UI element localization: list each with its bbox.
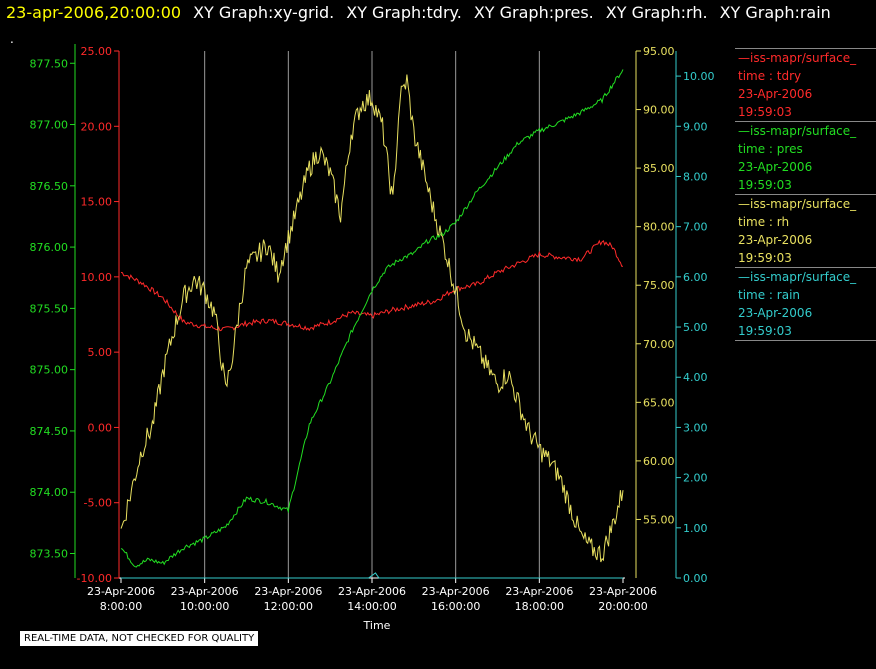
header-bar: 23-apr-2006,20:00:00 XY Graph:xy-grid. XY …: [6, 2, 843, 24]
tdry-tick-label: 5.00: [88, 346, 113, 359]
series-line-rain: [121, 572, 623, 579]
pres-tick-label: 876.00: [30, 241, 69, 254]
legend: —iss-mapr/surface_ time : tdry 23-Apr-20…: [735, 48, 876, 341]
dot-marker: .: [10, 32, 14, 46]
legend-series-var: time : tdry: [738, 69, 802, 83]
x-tick-label-date: 23-Apr-2006: [505, 585, 573, 598]
rain-tick-label: 7.00: [683, 221, 708, 234]
x-tick-label-date: 23-Apr-2006: [422, 585, 490, 598]
header-graph-pres[interactable]: XY Graph:pres.: [473, 3, 594, 22]
tdry-tick-label: 25.00: [81, 45, 113, 58]
rh-tick-label: 90.00: [643, 104, 675, 117]
rain-tick-label: 3.00: [683, 421, 708, 434]
pres-tick-label: 874.00: [30, 486, 69, 499]
rain-tick-label: 1.00: [683, 522, 708, 535]
x-tick-label-time: 12:00:00: [264, 600, 313, 613]
legend-series-date: 23-Apr-2006: [738, 87, 813, 101]
legend-series-name: —iss-mapr/surface_: [738, 51, 857, 65]
tdry-tick-label: 15.00: [81, 196, 113, 209]
x-tick-label-date: 23-Apr-2006: [171, 585, 239, 598]
header-graph-rain[interactable]: XY Graph:rain: [719, 3, 831, 22]
rain-tick-label: 10.00: [683, 70, 715, 83]
legend-series-time: 19:59:03: [738, 178, 792, 192]
x-tick-label-time: 10:00:00: [180, 600, 229, 613]
rain-tick-label: 5.00: [683, 321, 708, 334]
x-tick-label-time: 8:00:00: [100, 600, 142, 613]
x-tick-label-time: 20:00:00: [598, 600, 647, 613]
pres-tick-label: 874.50: [30, 425, 69, 438]
legend-series-var: time : pres: [738, 142, 803, 156]
rh-tick-label: 75.00: [643, 279, 675, 292]
header-timestamp: 23-apr-2006,20:00:00: [6, 3, 182, 22]
tdry-tick-label: -5.00: [84, 497, 112, 510]
legend-series-date: 23-Apr-2006: [738, 306, 813, 320]
legend-series-name: —iss-mapr/surface_: [738, 124, 857, 138]
pres-tick-label: 873.50: [30, 547, 69, 560]
legend-series-date: 23-Apr-2006: [738, 160, 813, 174]
x-tick-label-date: 23-Apr-2006: [87, 585, 155, 598]
legend-series-time: 19:59:03: [738, 251, 792, 265]
x-tick-label-date: 23-Apr-2006: [254, 585, 322, 598]
series-line-rh: [120, 74, 624, 563]
pres-tick-label: 877.00: [30, 119, 69, 132]
pres-tick-label: 877.50: [30, 57, 69, 70]
legend-series-var: time : rh: [738, 215, 790, 229]
x-tick-label-date: 23-Apr-2006: [589, 585, 657, 598]
rain-tick-label: 6.00: [683, 271, 708, 284]
rh-tick-label: 70.00: [643, 338, 675, 351]
pres-tick-label: 875.00: [30, 364, 69, 377]
legend-series-date: 23-Apr-2006: [738, 233, 813, 247]
x-axis-title: Time: [363, 619, 391, 632]
rain-tick-label: 2.00: [683, 472, 708, 485]
tdry-tick-label: -10.00: [77, 572, 112, 585]
legend-series-name: —iss-mapr/surface_: [738, 197, 857, 211]
legend-series-time: 19:59:03: [738, 105, 792, 119]
header-graph-grid[interactable]: XY Graph:xy-grid.: [193, 3, 335, 22]
rain-tick-label: 0.00: [683, 572, 708, 585]
quality-disclaimer: REAL-TIME DATA, NOT CHECKED FOR QUALITY: [20, 631, 259, 646]
x-tick-label-time: 14:00:00: [347, 600, 396, 613]
pres-tick-label: 876.50: [30, 180, 69, 193]
tdry-tick-label: 0.00: [88, 421, 113, 434]
x-tick-label-date: 23-Apr-2006: [338, 585, 406, 598]
x-tick-label-time: 18:00:00: [515, 600, 564, 613]
legend-entry-rh[interactable]: —iss-mapr/surface_ time : rh 23-Apr-2006…: [735, 194, 876, 267]
legend-series-time: 19:59:03: [738, 324, 792, 338]
rh-tick-label: 85.00: [643, 162, 675, 175]
tdry-tick-label: 10.00: [81, 271, 113, 284]
legend-entry-rain[interactable]: —iss-mapr/surface_ time : rain 23-Apr-20…: [735, 267, 876, 341]
rh-tick-label: 80.00: [643, 221, 675, 234]
rh-tick-label: 65.00: [643, 396, 675, 409]
legend-series-var: time : rain: [738, 288, 801, 302]
header-graph-rh[interactable]: XY Graph:rh.: [605, 3, 708, 22]
series-line-tdry: [120, 239, 623, 332]
legend-entry-pres[interactable]: —iss-mapr/surface_ time : pres 23-Apr-20…: [735, 121, 876, 194]
header-graph-tdry[interactable]: XY Graph:tdry.: [346, 3, 462, 22]
rain-tick-label: 4.00: [683, 371, 708, 384]
tdry-tick-label: 20.00: [81, 120, 113, 133]
pres-tick-label: 875.50: [30, 302, 69, 315]
rh-tick-label: 60.00: [643, 455, 675, 468]
series-line-pres: [120, 69, 624, 568]
rain-tick-label: 8.00: [683, 170, 708, 183]
rh-tick-label: 95.00: [643, 45, 675, 58]
legend-series-name: —iss-mapr/surface_: [738, 270, 857, 284]
x-tick-label-time: 16:00:00: [431, 600, 480, 613]
rain-tick-label: 9.00: [683, 120, 708, 133]
legend-entry-tdry[interactable]: —iss-mapr/surface_ time : tdry 23-Apr-20…: [735, 48, 876, 121]
rh-tick-label: 55.00: [643, 513, 675, 526]
